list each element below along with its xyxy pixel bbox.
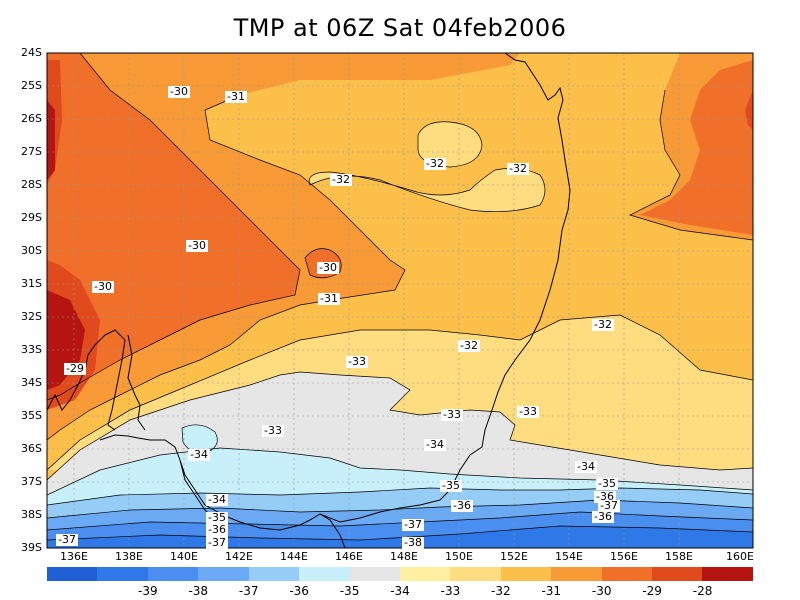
contour-label-t: -35 <box>440 479 462 492</box>
lat-label-38s: 38S <box>21 508 42 521</box>
fill-minus-32-region-north <box>309 168 545 212</box>
colorbar-swatch-7 <box>399 567 451 581</box>
colorbar-swatch-1 <box>97 567 148 581</box>
fill-minus-29-band-east <box>640 60 753 235</box>
fill-minus-28-band-east <box>745 90 753 130</box>
colorbar-label-4: -35 <box>339 584 360 598</box>
contour-label-x: -37 <box>402 518 424 531</box>
colorbar-swatch-12 <box>652 567 703 581</box>
contour-label-p: -33 <box>262 424 284 437</box>
map-title: TMP at 06Z Sat 04feb2006 <box>233 14 567 42</box>
contour-label-u: -35 <box>596 477 618 490</box>
contour-label-a: -30 <box>168 85 190 98</box>
lon-label-150e: 150E <box>445 550 473 563</box>
contour-label-q: -34 <box>188 448 210 461</box>
colorbar-label-3: -36 <box>289 584 309 598</box>
lat-label-39s: 39S <box>21 541 42 554</box>
contour-label-h: -30 <box>92 280 114 293</box>
lat-label-33s: 33S <box>21 343 42 356</box>
lon-label-146e: 146E <box>335 550 363 563</box>
contour-label-s: -34 <box>575 460 597 473</box>
lon-label-158e: 158E <box>665 550 693 563</box>
lon-label-154e: 154E <box>555 550 583 563</box>
lon-label-156e: 156E <box>610 550 638 563</box>
contour-label-z: -36 <box>592 510 614 523</box>
contour-label-o: -33 <box>517 405 539 418</box>
lat-label-37s: 37S <box>21 475 42 488</box>
contour-lines <box>47 53 753 541</box>
lat-label-35s: 35S <box>21 409 42 422</box>
colorbar-swatch-2 <box>147 567 199 581</box>
contour-label-d: -32 <box>507 162 529 175</box>
fill-minus-32-island <box>418 121 482 167</box>
colorbar-swatch-9 <box>500 567 552 581</box>
lat-label-34s: 34S <box>21 376 42 389</box>
colorbar-swatch-3 <box>198 567 249 581</box>
lon-label-138e: 138E <box>115 550 143 563</box>
contour-label-aa: -34 <box>206 493 228 506</box>
colorbar-label-9: -30 <box>591 584 612 598</box>
colorbar-swatch-6 <box>349 567 400 581</box>
colorbar-swatch-10 <box>551 567 602 581</box>
contour-label-l: -33 <box>346 355 368 368</box>
lon-label-136e: 136E <box>60 550 88 563</box>
contour-label-ag: -37 <box>206 536 228 549</box>
fill-minus-34-blob <box>182 424 218 453</box>
lat-label-24s: 24S <box>21 46 42 59</box>
contour-label-r: -34 <box>424 438 446 451</box>
contour-label-b: -31 <box>225 90 247 103</box>
colorbar-label-6: -33 <box>440 584 461 598</box>
lon-label-144e: 144E <box>280 550 308 563</box>
lat-label-28s: 28S <box>21 178 42 191</box>
plot-frame <box>46 52 754 549</box>
colorbar-label-1: -38 <box>188 584 209 598</box>
contour-label-ae: -38 <box>402 536 424 549</box>
colorbar-label-8: -31 <box>541 584 562 598</box>
contour-label-k: -29 <box>64 362 86 375</box>
lat-label-26s: 26S <box>21 112 42 125</box>
colorbar-swatch-8 <box>450 567 501 581</box>
lon-label-152e: 152E <box>500 550 528 563</box>
lat-label-25s: 25S <box>21 79 42 92</box>
colorbar-label-7: -32 <box>491 584 511 598</box>
colorbar-swatch-5 <box>299 567 350 581</box>
lon-label-148e: 148E <box>390 550 418 563</box>
colorbar-swatch-4 <box>248 567 300 581</box>
colorbar <box>47 567 753 581</box>
contour-label-ab: -35 <box>206 511 228 524</box>
contour-label-v: -36 <box>451 499 473 512</box>
colorbar-label-0: -39 <box>138 584 158 598</box>
lat-label-29s: 29S <box>21 211 42 224</box>
lat-label-30s: 30S <box>21 244 42 257</box>
contour-label-g: -30 <box>317 261 339 274</box>
lat-label-27s: 27S <box>21 145 42 158</box>
temperature-field <box>47 53 753 548</box>
contour-label-n: -33 <box>441 408 463 421</box>
contour-label-ac: -36 <box>206 523 228 536</box>
contour-label-af: -37 <box>56 533 78 546</box>
colorbar-swatch-11 <box>601 567 653 581</box>
contour-label-e: -32 <box>330 173 352 186</box>
lat-label-31s: 31S <box>21 277 42 290</box>
lon-label-140e: 140E <box>170 550 198 563</box>
lat-label-36s: 36S <box>21 442 42 455</box>
lon-label-160e: 160E <box>726 550 754 563</box>
contour-label-m: -32 <box>458 339 480 352</box>
colorbar-swatch-0 <box>47 567 98 581</box>
contour-label-c: -32 <box>424 157 446 170</box>
contour-label-j: -32 <box>592 318 614 331</box>
contour-label-f: -30 <box>186 239 208 252</box>
colorbar-swatch-13 <box>702 567 753 581</box>
fill-minus-29-band <box>47 53 300 400</box>
colorbar-label-5: -34 <box>390 584 410 598</box>
colorbar-label-2: -37 <box>238 584 259 598</box>
lon-label-142e: 142E <box>225 550 253 563</box>
fill-warmest <box>47 100 85 390</box>
colorbar-label-10: -29 <box>642 584 662 598</box>
contour-label-i: -31 <box>318 292 340 305</box>
colorbar-label-11: -28 <box>692 584 713 598</box>
lat-label-32s: 32S <box>21 310 42 323</box>
contour-label-y: -37 <box>598 499 620 512</box>
